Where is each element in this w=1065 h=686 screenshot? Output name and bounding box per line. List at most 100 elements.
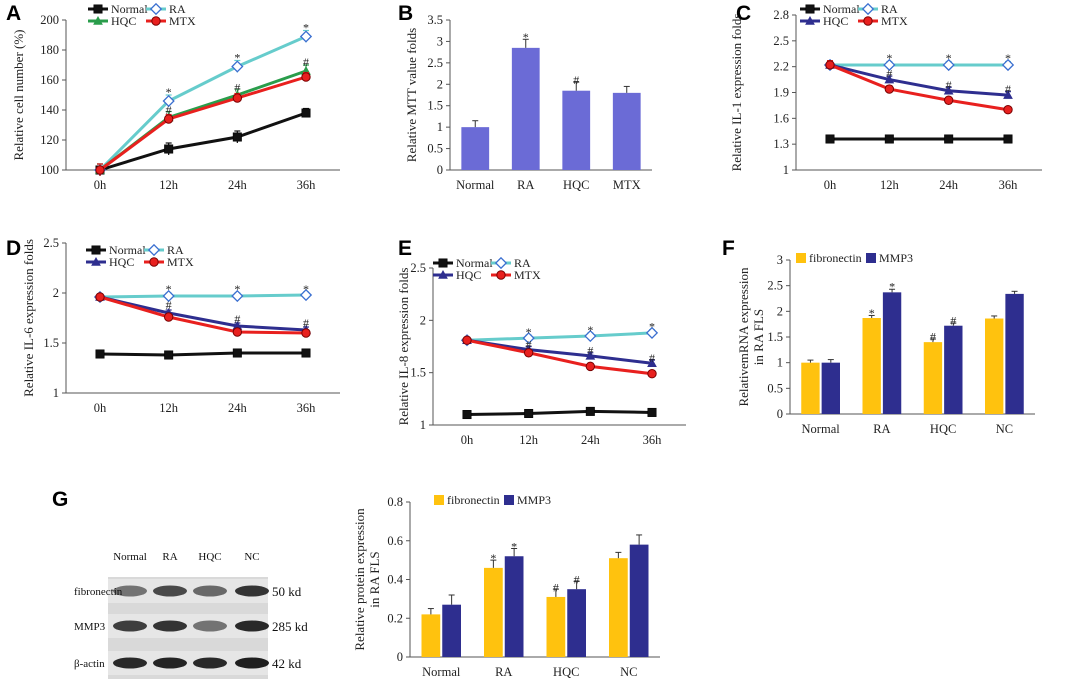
legend-entry: fibronectin xyxy=(796,251,862,265)
x-tick-label: 12h xyxy=(519,433,539,447)
blot-band xyxy=(113,620,147,632)
bar xyxy=(944,325,963,414)
bar xyxy=(504,556,524,657)
significance-mark: # xyxy=(553,580,559,594)
y-tick-label: 1.6 xyxy=(773,111,789,125)
x-tick-label: 24h xyxy=(228,178,248,192)
chart-B: 0 0.5 1 1.5 2 2.5 3 3.5 Normal RA HQC MTX Relative M… xyxy=(398,2,652,192)
y-tick-label: 2 xyxy=(777,304,783,318)
significance-mark: # xyxy=(234,312,240,326)
legend-marker xyxy=(438,258,448,268)
significance-mark: * xyxy=(490,551,496,565)
legend-label: MTX xyxy=(881,14,908,28)
x-tick-label: 0h xyxy=(461,433,474,447)
y-tick-label: 0.6 xyxy=(387,534,403,548)
x-tick-label: RA xyxy=(873,422,890,436)
legend-swatch xyxy=(504,495,514,505)
legend-entry: RA xyxy=(146,2,186,16)
y-tick-label: 3 xyxy=(437,34,443,48)
data-point xyxy=(825,60,835,70)
y-axis-label: in RA FLS xyxy=(751,309,766,365)
y-tick-label: 1.5 xyxy=(427,99,443,113)
x-tick-label: 36h xyxy=(297,178,317,192)
x-tick-label: 12h xyxy=(159,178,179,192)
legend-entry: RA xyxy=(144,243,184,257)
lane-label: RA xyxy=(162,551,177,563)
blot-band xyxy=(235,657,269,669)
y-tick-label: 0.8 xyxy=(387,495,403,509)
y-axis-label: Relative IL-6 expression folds xyxy=(21,239,36,397)
blot-band xyxy=(193,620,227,632)
bar xyxy=(882,292,902,414)
series-ra xyxy=(823,58,1015,72)
y-tick-label: 0.2 xyxy=(387,611,403,625)
series-fibronectin xyxy=(801,314,1004,414)
significance-mark: # xyxy=(1005,82,1011,96)
y-tick-label: 1.5 xyxy=(767,330,783,344)
lane-label: Normal xyxy=(113,551,147,563)
y-axis-label: in RA FLS xyxy=(367,551,382,607)
panel-label: G xyxy=(52,488,68,511)
significance-mark: * xyxy=(234,282,240,296)
blot-band xyxy=(235,585,269,597)
legend-marker xyxy=(863,16,873,26)
legend-label: HQC xyxy=(823,14,848,28)
data-point xyxy=(1003,90,1013,99)
data-point xyxy=(163,114,174,124)
x-tick-label: RA xyxy=(495,665,512,679)
series-line xyxy=(99,295,307,332)
bar xyxy=(985,318,1004,414)
y-tick-label: 2 xyxy=(437,77,443,91)
series-mmp3 xyxy=(442,534,649,657)
legend-label: Normal xyxy=(823,2,860,16)
legend-label: Normal xyxy=(111,2,148,16)
y-tick-label: 3.5 xyxy=(427,13,443,27)
legend-label: MTX xyxy=(169,14,196,28)
legend-marker xyxy=(91,245,101,255)
legend-entry: RA xyxy=(858,2,898,16)
bar xyxy=(612,92,641,170)
data-point xyxy=(585,406,595,416)
y-axis-label: Relative IL-8 expression folds xyxy=(396,268,411,426)
band-size-label: 42 kd xyxy=(272,656,302,671)
significance-mark: * xyxy=(166,85,172,99)
series-line xyxy=(99,295,307,335)
series-line xyxy=(466,338,653,376)
y-tick-label: 1 xyxy=(53,386,59,400)
y-tick-label: 0.4 xyxy=(387,573,403,587)
x-tick-label: Normal xyxy=(802,422,841,436)
bar xyxy=(421,614,441,657)
data-point xyxy=(522,332,535,345)
legend-label: fibronectin xyxy=(809,251,862,265)
legend-marker xyxy=(151,16,161,26)
legend-marker xyxy=(438,269,448,279)
data-point xyxy=(162,94,175,108)
significance-mark: # xyxy=(166,103,172,117)
significance-mark: # xyxy=(946,78,952,92)
legend-marker xyxy=(861,2,875,16)
bar xyxy=(862,318,881,414)
legend-label: Normal xyxy=(109,243,146,257)
legend-marker xyxy=(494,256,508,270)
series-ra xyxy=(93,29,313,177)
bar xyxy=(562,90,591,170)
chart-A: 100 120 140 160 180 200 0h 12h 24h 36h Relative ce… xyxy=(6,2,340,192)
y-tick-label: 160 xyxy=(40,73,59,87)
legend-label: RA xyxy=(167,243,184,257)
bar xyxy=(1005,293,1024,414)
data-point xyxy=(1003,105,1013,115)
series-mtx xyxy=(462,335,657,379)
significance-mark: * xyxy=(234,51,240,65)
series-mtx xyxy=(95,71,311,176)
series-line xyxy=(99,351,306,357)
y-tick-label: 100 xyxy=(40,163,59,177)
data-point xyxy=(1001,58,1015,72)
bar xyxy=(567,589,586,657)
chart-C: 1 1.3 1.6 1.9 2.2 2.5 2.8 0h 12h 24h 36h Relative I… xyxy=(729,2,1042,192)
series-line xyxy=(98,35,307,172)
data-point xyxy=(647,369,657,379)
data-point xyxy=(645,326,659,340)
significance-mark: # xyxy=(303,55,309,69)
x-tick-label: 24h xyxy=(228,401,248,415)
data-point xyxy=(95,349,105,359)
